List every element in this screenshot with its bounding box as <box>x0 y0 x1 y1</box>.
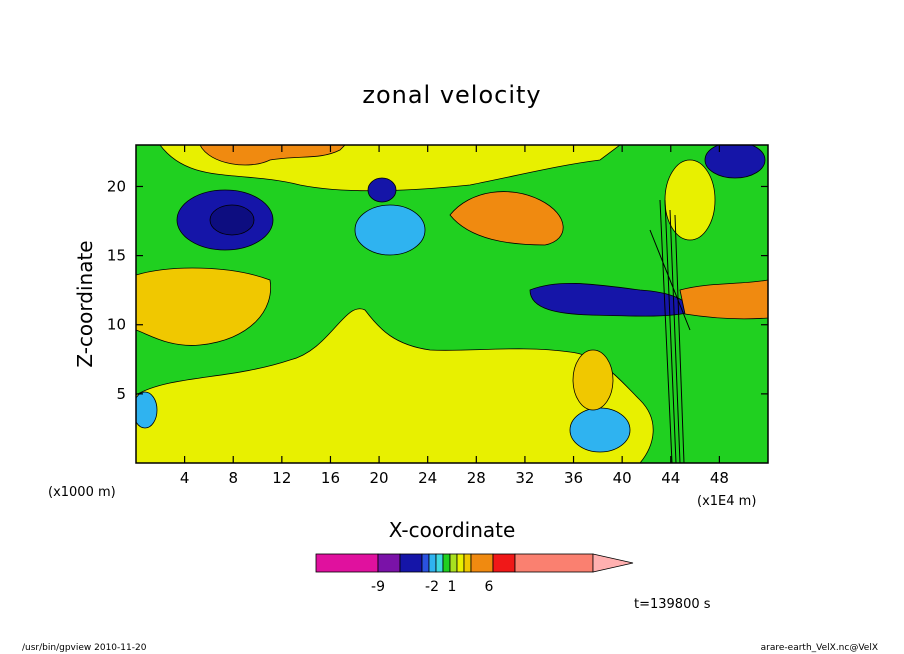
field-cyan-left-low <box>136 391 158 429</box>
field-orange-ridge <box>449 191 564 246</box>
colorbar-swatch <box>377 553 401 573</box>
plot-frame <box>135 144 769 464</box>
colorbar-swatch <box>421 553 430 573</box>
colorbar-tick-label: 1 <box>448 579 457 595</box>
y-tick-label: 5 <box>116 385 126 403</box>
x-tick-label: 24 <box>418 469 437 487</box>
colorbar-tick-label: -2 <box>425 579 439 595</box>
x-tick-label: 36 <box>564 469 583 487</box>
x-tick-label: 8 <box>228 469 238 487</box>
colorbar-swatch <box>399 553 423 573</box>
y-tick-label: 20 <box>107 177 126 195</box>
x-tick-label: 32 <box>515 469 534 487</box>
x-axis-title: X-coordinate <box>389 518 516 542</box>
field-front-lines <box>649 199 691 463</box>
colorbar-tick-labels: -9 -2 1 6 <box>371 579 494 595</box>
colorbar-tick-label: -9 <box>371 579 385 595</box>
x-tick-label: 40 <box>613 469 632 487</box>
field-orange-top <box>199 145 346 166</box>
colorbar-swatch <box>492 553 516 573</box>
colorbar-swatch <box>456 553 465 573</box>
x-unit-label: (x1000 m) <box>48 485 116 500</box>
colorbar-swatch <box>463 553 472 573</box>
colorbar-swatch <box>442 553 451 573</box>
x-tick-label: 12 <box>272 469 291 487</box>
x-tick-label: 48 <box>710 469 729 487</box>
field-yellow-top-right <box>664 159 716 241</box>
colorbar-arrow <box>592 553 634 573</box>
y-axis-title: Z-coordinate <box>73 240 97 367</box>
colorbar-swatch <box>428 553 437 573</box>
footer-right: arare-earth_VelX.nc@VelX <box>761 643 878 653</box>
chart-title: zonal velocity <box>362 81 541 109</box>
field-yellow-lower <box>136 308 654 463</box>
field-blue-mid <box>367 177 397 203</box>
colorbar-swatch <box>435 553 444 573</box>
field-orange-right-low <box>572 349 614 411</box>
field-cyan-mid <box>354 204 426 256</box>
field-cyan-right-low <box>569 407 631 453</box>
y-axis: 5 10 15 20 <box>107 177 768 403</box>
y-tick-label: 10 <box>107 316 126 334</box>
field-orange-jet <box>679 279 768 320</box>
x-tick-label: 4 <box>180 469 190 487</box>
time-label: t=139800 s <box>634 597 711 612</box>
colorbar-swatch <box>514 553 594 573</box>
field-darkblue-core <box>209 204 255 236</box>
colorbar-tick-label: 6 <box>485 579 494 595</box>
x-tick-label: 20 <box>370 469 389 487</box>
x-tick-label: 28 <box>467 469 486 487</box>
field-blobs <box>136 145 768 463</box>
plot-area <box>136 145 768 463</box>
colorbar-swatch <box>315 553 379 573</box>
field-orange-left <box>136 267 272 346</box>
footer-left: /usr/bin/gpview 2010-11-20 <box>22 643 147 653</box>
y-tick-label: 15 <box>107 247 126 265</box>
field-blue-top-right <box>704 145 766 179</box>
colorbar-swatch <box>470 553 494 573</box>
x-tick-label: 44 <box>661 469 680 487</box>
x-tick-label: 16 <box>321 469 340 487</box>
x-axis: 4 8 12 16 20 24 28 32 36 40 44 48 <box>180 145 729 487</box>
colorbar <box>315 553 634 573</box>
y-unit-label: (x1E4 m) <box>697 494 756 509</box>
colorbar-swatch <box>449 553 458 573</box>
